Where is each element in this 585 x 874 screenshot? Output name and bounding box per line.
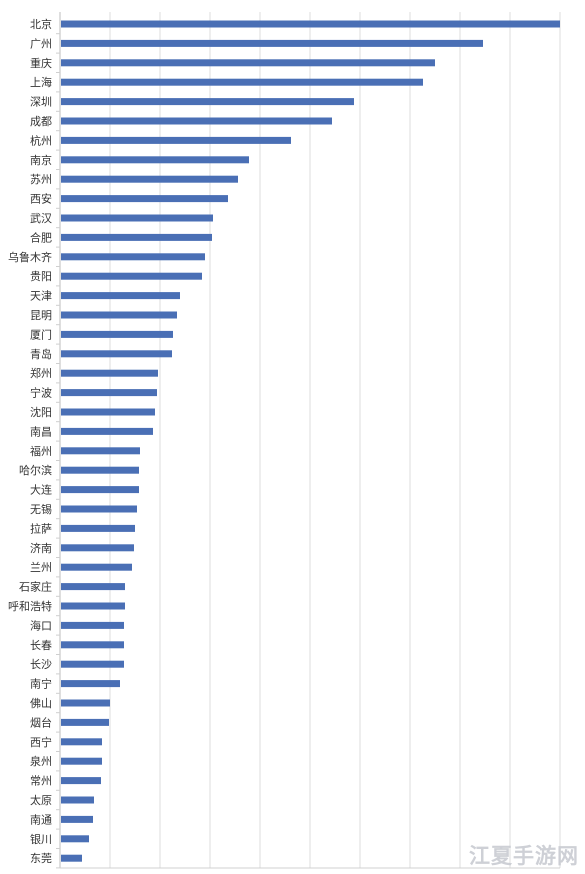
bar xyxy=(61,408,155,416)
bar xyxy=(61,98,354,106)
category-label: 呼和浩特 xyxy=(8,599,52,613)
category-label: 银川 xyxy=(30,832,52,846)
bar xyxy=(61,641,124,649)
category-label: 长春 xyxy=(30,639,52,652)
bar xyxy=(61,466,139,474)
bar xyxy=(61,253,205,261)
category-label: 贵阳 xyxy=(30,270,52,283)
category-label: 上海 xyxy=(30,75,52,89)
bar xyxy=(61,117,332,125)
bar xyxy=(61,835,89,843)
category-label: 东莞 xyxy=(30,852,52,865)
bar xyxy=(61,350,172,358)
bar xyxy=(61,854,82,862)
category-label: 天津 xyxy=(30,290,52,303)
category-label: 西宁 xyxy=(30,735,52,749)
category-label: 太原 xyxy=(30,794,52,807)
category-label: 南昌 xyxy=(30,425,52,438)
category-label: 青岛 xyxy=(30,347,52,361)
bar xyxy=(61,292,180,300)
category-label: 兰州 xyxy=(30,561,52,574)
bar xyxy=(61,427,153,435)
category-label: 哈尔滨 xyxy=(19,463,52,477)
category-label: 西安 xyxy=(30,192,52,206)
category-label: 长沙 xyxy=(30,658,52,671)
category-label: 石家庄 xyxy=(19,580,52,594)
bar xyxy=(61,660,124,668)
bar xyxy=(61,447,140,455)
category-label: 无锡 xyxy=(30,502,52,516)
category-label: 深圳 xyxy=(30,96,52,109)
bar xyxy=(61,583,125,591)
bar xyxy=(61,78,423,86)
category-label: 杭州 xyxy=(30,133,52,147)
bar xyxy=(61,544,134,552)
bar xyxy=(61,330,173,338)
bar xyxy=(61,369,158,377)
category-label: 乌鲁木齐 xyxy=(8,250,52,264)
category-label: 烟台 xyxy=(30,715,52,729)
bar xyxy=(61,796,94,804)
bar xyxy=(61,136,291,144)
category-label: 大连 xyxy=(30,483,52,497)
bar xyxy=(61,39,483,47)
category-label: 南宁 xyxy=(30,677,52,691)
category-label: 成都 xyxy=(30,115,52,128)
category-label: 北京 xyxy=(30,17,52,31)
category-label: 郑州 xyxy=(30,366,52,380)
bar xyxy=(61,680,120,688)
category-label: 厦门 xyxy=(30,327,52,341)
bar xyxy=(61,602,125,610)
bar xyxy=(61,233,212,241)
category-label: 福州 xyxy=(30,444,52,458)
bar xyxy=(61,214,213,222)
bar xyxy=(61,311,177,319)
watermark-logo: 江夏手游网 xyxy=(469,844,579,868)
category-label: 合肥 xyxy=(30,230,52,244)
bar xyxy=(61,272,202,280)
category-label: 沈阳 xyxy=(30,405,52,419)
bar xyxy=(61,175,238,183)
category-label: 宁波 xyxy=(30,386,52,400)
category-label: 广州 xyxy=(30,37,52,50)
bar xyxy=(61,195,228,203)
category-label: 海口 xyxy=(30,618,52,632)
bar xyxy=(61,777,101,785)
category-label: 昆明 xyxy=(30,309,52,322)
bar xyxy=(61,738,102,746)
category-label: 南京 xyxy=(30,153,52,167)
category-label: 拉萨 xyxy=(30,521,52,535)
bar xyxy=(61,389,157,397)
bar xyxy=(61,486,139,494)
bar xyxy=(61,524,135,532)
bar xyxy=(61,20,560,28)
bar xyxy=(61,621,124,629)
bar xyxy=(61,563,132,571)
bar xyxy=(61,156,249,164)
bar xyxy=(61,699,110,707)
category-label: 重庆 xyxy=(30,56,52,70)
category-label: 武汉 xyxy=(30,212,52,225)
category-label: 济南 xyxy=(30,541,52,555)
bar xyxy=(61,59,435,67)
category-label: 常州 xyxy=(30,775,52,788)
bar xyxy=(61,815,93,823)
category-label: 泉州 xyxy=(30,754,52,768)
bar xyxy=(61,757,102,765)
category-label: 南通 xyxy=(30,813,52,826)
category-label: 佛山 xyxy=(30,697,52,710)
category-label: 苏州 xyxy=(30,173,52,186)
bar xyxy=(61,718,109,726)
bar xyxy=(61,505,137,513)
